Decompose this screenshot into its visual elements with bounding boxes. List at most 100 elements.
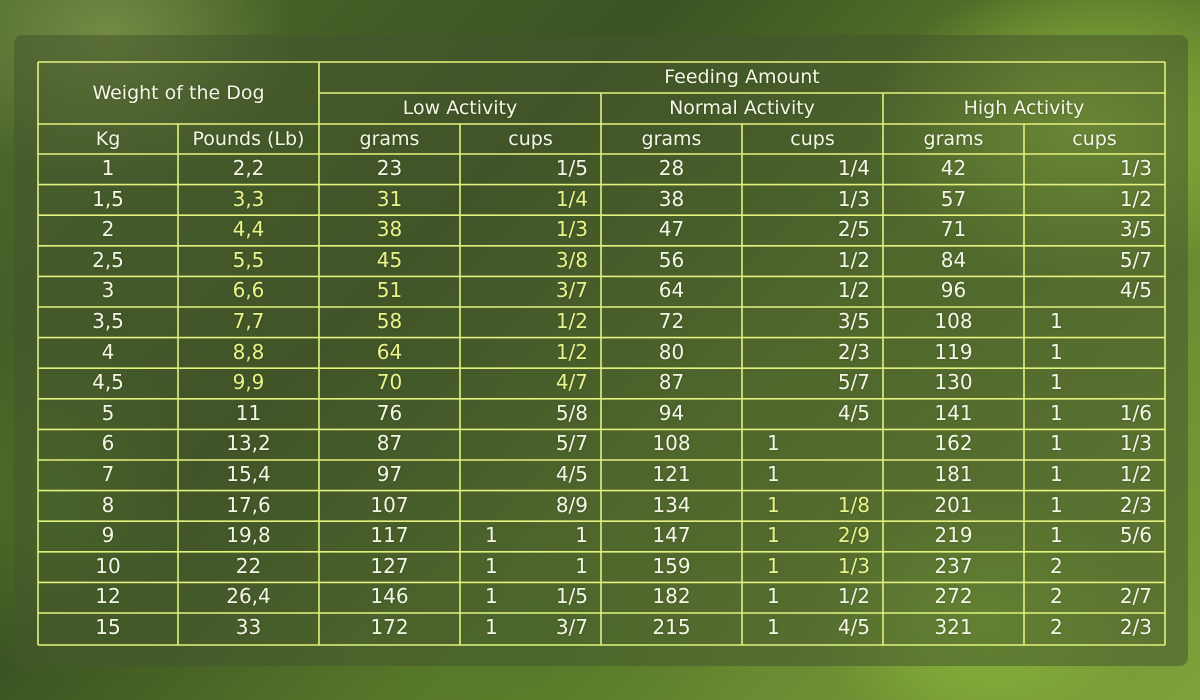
table-cell-low-cf: 1/4 [555,186,588,211]
table-cell-high-g: 201 [934,492,973,517]
table-cell-kg: 8 [101,492,115,517]
high-activity-header: High Activity [963,97,1085,119]
table-cell-high-cf: 2/3 [1119,615,1152,639]
table-cell-lb: 11 [235,400,262,425]
table-cell-lb: 5,5 [232,247,265,272]
table-cell-kg: 12 [95,584,121,609]
table-cell-low-g: 87 [376,431,403,456]
table-cell-low-cf: 1/2 [555,309,588,333]
table-cell-low-cf: 1 [575,523,588,548]
table-cell-norm-g: 64 [658,278,685,303]
table-cell-low-g: 31 [376,186,403,211]
table-cell-high-g: 57 [940,186,967,211]
table-cell-norm-cw: 1 [767,523,780,548]
table-cell-high-cw: 1 [1050,523,1063,548]
table-cell-lb: 26,4 [226,584,271,609]
feeding-amount-header: Feeding Amount [664,66,820,88]
table-cell-high-g: 119 [934,339,973,364]
table-cell-kg: 1 [101,156,115,180]
table-cell-low-cf: 3/7 [555,278,588,303]
table-cell-high-cw: 1 [1050,492,1063,517]
table-cell-high-cw: 1 [1050,462,1063,486]
table-cell-high-cf: 5/6 [1119,523,1152,548]
table-cell-norm-g: 87 [658,370,685,395]
table-cell-kg: 5 [101,400,115,425]
table-cell-norm-cf: 2/5 [837,217,870,242]
table-cell-low-cw: 1 [485,584,498,609]
table-cell-kg: 1,5 [92,186,124,211]
table-cell-norm-cf: 4/5 [837,615,870,639]
table-cell-high-g: 141 [934,400,973,425]
table-cell-high-cw: 2 [1050,615,1063,639]
table-cell-high-cf: 2/3 [1119,492,1152,517]
table-cell-high-g: 321 [934,615,973,639]
table-cell-norm-cw: 1 [767,462,780,486]
table-cell-low-cw: 1 [485,523,498,548]
table-cell-norm-cf: 5/7 [837,370,870,395]
table-cell-norm-g: 47 [658,217,685,242]
high-cups-header: cups [1072,128,1117,150]
table-cell-low-cf: 3/7 [555,615,588,639]
table-cell-high-g: 96 [940,278,967,303]
table-cell-norm-cf: 2/9 [837,523,870,548]
table-cell-high-cw: 1 [1050,370,1063,395]
low-grams-header: grams [359,128,420,150]
high-grams-header: grams [923,128,984,150]
table-cell-lb: 7,7 [232,309,265,333]
normal-cups-header: cups [790,128,835,150]
table-cell-kg: 7 [101,462,115,486]
table-cell-low-g: 97 [376,462,403,486]
table-cell-low-cf: 5/7 [555,431,588,456]
table-cell-high-g: 237 [934,553,973,578]
table-cell-high-cw: 1 [1050,431,1063,456]
table-cell-lb: 6,6 [232,278,265,303]
table-cell-norm-cf: 3/5 [837,309,870,333]
table-cell-low-cf: 5/8 [555,400,588,425]
table-cell-lb: 13,2 [226,431,271,456]
table-cell-kg: 6 [101,431,115,456]
table-cell-lb: 2,2 [232,156,265,180]
table-cell-high-cf: 5/7 [1119,247,1152,272]
table-cell-high-g: 42 [940,156,967,180]
table-cell-low-g: 23 [376,156,403,180]
table-cell-high-cw: 1 [1050,309,1063,333]
table-cell-kg: 2 [101,217,115,242]
table-cell-kg: 3,5 [92,309,124,333]
table-cell-lb: 19,8 [226,523,271,548]
table-cell-norm-cf: 1/3 [837,186,870,211]
table-cell-norm-g: 108 [652,431,691,456]
table-cell-high-cf: 1/2 [1119,462,1152,486]
table-cell-low-cf: 8/9 [555,492,588,517]
table-cell-norm-cw: 1 [767,615,780,639]
table-cell-low-g: 146 [370,584,409,609]
table-cell-low-cf: 1/5 [555,156,588,180]
table-cell-high-g: 108 [934,309,973,333]
table-cell-high-cf: 4/5 [1119,278,1152,303]
table-cell-norm-g: 147 [652,523,691,548]
table-cell-norm-g: 121 [652,462,691,486]
table-cell-kg: 4,5 [92,370,124,395]
table-cell-high-cf: 3/5 [1119,217,1152,242]
table-cell-low-g: 64 [376,339,403,364]
table-cell-low-cf: 1 [575,553,588,578]
table-cell-norm-g: 215 [652,615,691,639]
table-cell-high-cw: 1 [1050,400,1063,425]
table-cell-low-cw: 1 [485,615,498,639]
table-cell-norm-cw: 1 [767,584,780,609]
kg-header: Kg [95,128,121,150]
table-cell-low-g: 70 [376,370,403,395]
table-cell-high-g: 162 [934,431,973,456]
low-cups-header: cups [508,128,553,150]
table-cell-high-g: 130 [934,370,973,395]
table-cell-high-cf: 1/3 [1119,431,1152,456]
table-cell-norm-g: 80 [658,339,685,364]
table-cell-high-g: 71 [940,217,967,242]
table-cell-kg: 2,5 [92,247,124,272]
table-cell-lb: 9,9 [232,370,265,395]
table-cell-norm-cf: 1/8 [837,492,870,517]
table-cell-low-g: 172 [370,615,409,639]
low-activity-header: Low Activity [402,97,518,119]
table-cell-norm-g: 94 [658,400,685,425]
table-cell-low-g: 51 [376,278,403,303]
